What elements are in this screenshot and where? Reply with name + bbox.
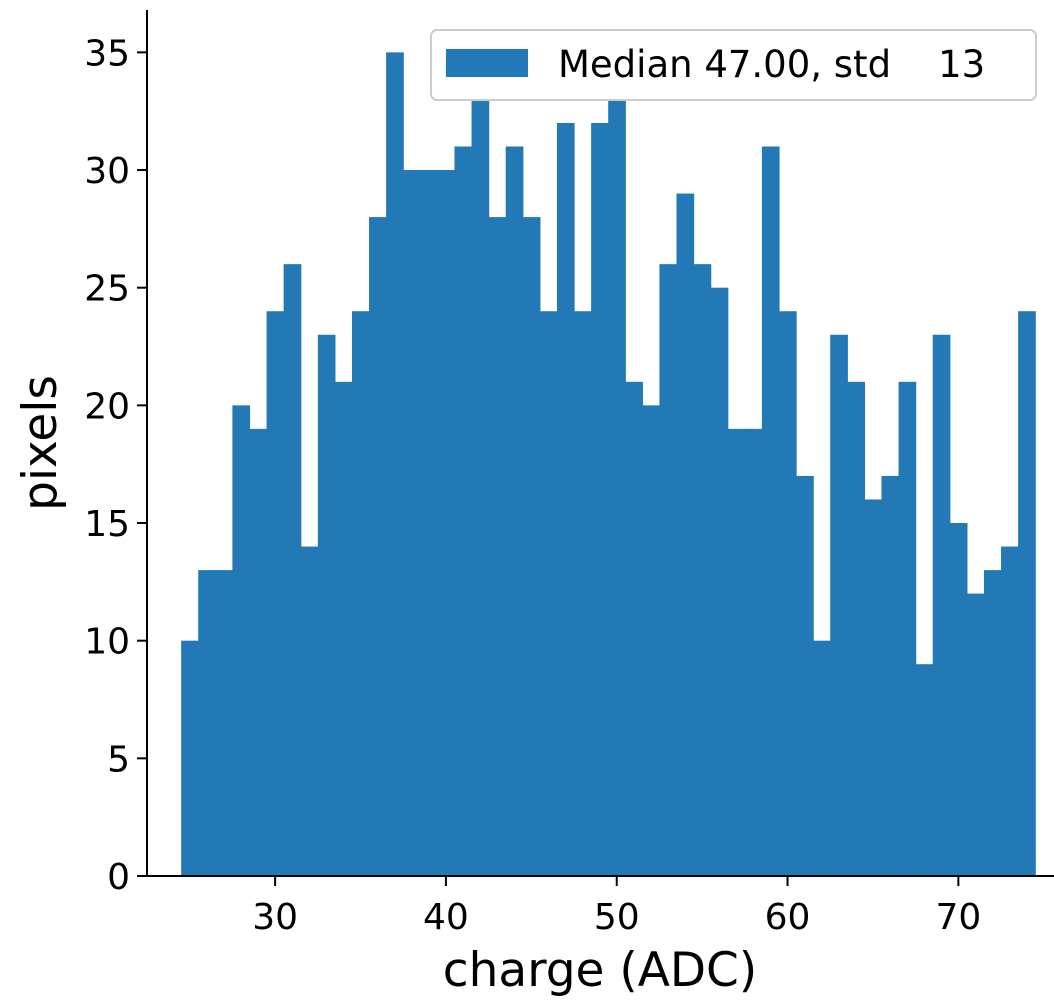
y-tick-label: 0 (107, 857, 130, 898)
axes-layer (146, 10, 1054, 877)
histogram-bar (727, 428, 746, 876)
y-tick-label: 25 (84, 269, 130, 310)
histogram-bar (454, 146, 473, 877)
histogram-bar (744, 428, 763, 876)
bars-layer (181, 52, 1036, 877)
histogram-bar (830, 334, 848, 876)
histogram-bar (334, 381, 353, 876)
histogram-bar (386, 52, 404, 877)
histogram-bar (317, 334, 336, 876)
histogram-bar (932, 334, 951, 876)
histogram-bar (949, 523, 968, 876)
y-tick-label: 30 (84, 151, 130, 192)
histogram-bar (283, 264, 302, 876)
histogram-bar (608, 99, 626, 877)
histogram-bar (1018, 311, 1036, 877)
histogram-bar (300, 546, 319, 876)
legend-frame (430, 29, 1037, 101)
histogram-bar (659, 264, 678, 876)
histogram-bar (898, 381, 917, 876)
histogram-bar (915, 664, 934, 876)
histogram-bar (181, 640, 199, 876)
histogram-bar (966, 593, 985, 876)
histogram-bar (710, 287, 729, 876)
histogram-bar (420, 170, 438, 876)
x-axis-label: charge (ADC) (443, 943, 757, 997)
histogram-bar (864, 499, 883, 876)
histogram-bar (1001, 546, 1019, 876)
x-tick-label: 40 (423, 897, 469, 938)
histogram-bar (779, 311, 797, 877)
histogram-bar (881, 475, 900, 876)
y-tick-label: 20 (84, 386, 130, 427)
histogram-bar (693, 264, 712, 876)
histogram-bar (249, 428, 268, 876)
x-tick-label: 30 (252, 897, 298, 938)
x-tick-label: 50 (594, 897, 640, 938)
histogram-bar (351, 311, 370, 877)
legend-swatch (446, 49, 528, 77)
histogram-bar (676, 193, 695, 877)
histogram-bar (403, 170, 421, 876)
histogram-bar (591, 122, 609, 876)
legend-label: Median 47.00, std 13 (558, 43, 985, 86)
x-tick-label: 60 (765, 897, 811, 938)
legend: Median 47.00, std 13 (430, 29, 1037, 101)
histogram-bar (625, 381, 643, 876)
y-tick-label: 10 (84, 622, 130, 663)
histogram-bar (505, 146, 524, 877)
histogram-bar (198, 570, 216, 876)
y-axis-label: pixels (13, 375, 68, 511)
ticks-layer: 30 40 50 60 70 0 5 10 15 20 25 30 35 (84, 33, 981, 938)
histogram-bar (215, 570, 233, 876)
histogram-bar (266, 311, 285, 877)
histogram-bar (488, 217, 507, 877)
histogram-bar (369, 217, 387, 877)
histogram-bar (574, 311, 592, 877)
histogram-bar (642, 405, 661, 876)
histogram-bar (796, 475, 814, 876)
histogram-bar (471, 99, 490, 877)
histogram-bar (983, 570, 1002, 876)
histogram-bar (522, 217, 541, 877)
y-tick-label: 35 (84, 33, 130, 74)
y-tick-label: 5 (107, 739, 130, 780)
histogram-bar (232, 405, 251, 876)
histogram-bar (556, 122, 575, 876)
histogram-bar (813, 640, 831, 876)
y-tick-label: 15 (84, 504, 130, 545)
histogram-bar (761, 146, 780, 877)
histogram-bar (437, 170, 456, 876)
x-tick-label: 70 (935, 897, 981, 938)
histogram-bar (847, 381, 865, 876)
histogram-bar (539, 311, 558, 877)
